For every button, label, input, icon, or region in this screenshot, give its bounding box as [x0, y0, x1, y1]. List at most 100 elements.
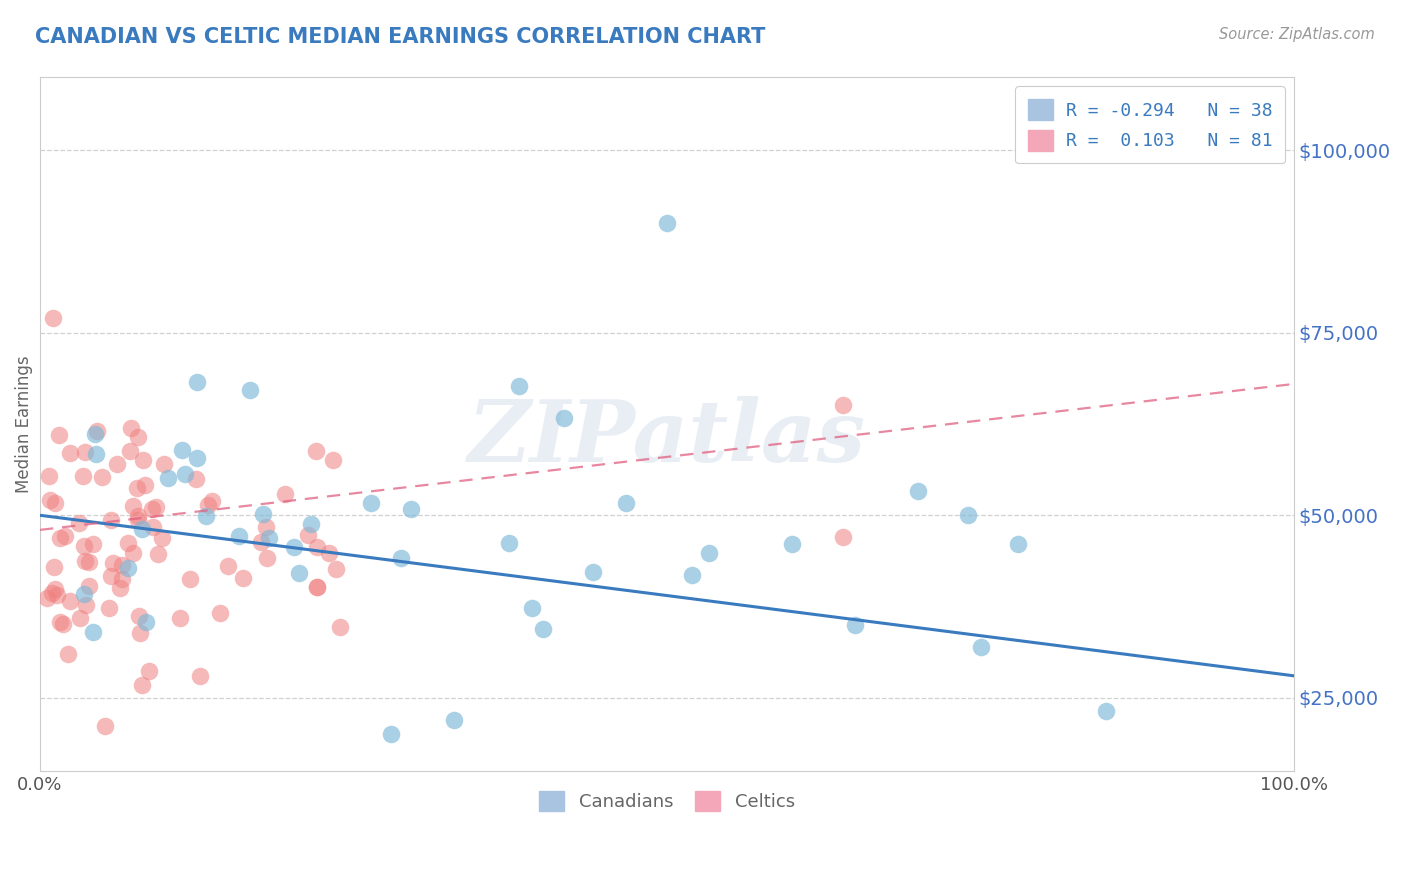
Point: [498, 536, 520, 550]
Point: [52, 616, 75, 631]
Point: [399, 502, 422, 516]
Point: [59, 594, 82, 608]
Point: [84, 447, 107, 461]
Point: [44, 582, 66, 596]
Point: [44, 495, 66, 509]
Point: [329, 620, 352, 634]
Point: [131, 678, 153, 692]
Point: [73, 539, 96, 553]
Point: [45, 588, 67, 602]
Point: [283, 540, 305, 554]
Point: [170, 442, 193, 457]
Point: [318, 546, 340, 560]
Point: [307, 541, 329, 555]
Point: [73, 445, 96, 459]
Point: [117, 561, 139, 575]
Point: [49, 532, 72, 546]
Point: [42, 559, 65, 574]
Point: [101, 556, 124, 570]
Point: [782, 537, 804, 551]
Point: [53, 528, 76, 542]
Point: [67, 516, 90, 531]
Point: [58, 446, 80, 460]
Point: [157, 471, 180, 485]
Point: [127, 508, 149, 523]
Point: [907, 484, 929, 499]
Point: [138, 664, 160, 678]
Point: [831, 398, 853, 412]
Point: [86, 424, 108, 438]
Point: [169, 611, 191, 625]
Point: [288, 566, 311, 580]
Point: [443, 713, 465, 727]
Point: [73, 554, 96, 568]
Point: [197, 498, 219, 512]
Point: [325, 562, 347, 576]
Point: [38, 468, 60, 483]
Point: [150, 531, 173, 545]
Point: [128, 609, 150, 624]
Point: [41, 586, 63, 600]
Point: [77, 579, 100, 593]
Point: [48, 427, 70, 442]
Point: [129, 626, 152, 640]
Point: [125, 482, 148, 496]
Point: [228, 529, 250, 543]
Point: [217, 558, 239, 573]
Point: [58, 648, 80, 662]
Point: [39, 493, 62, 508]
Point: [94, 719, 117, 733]
Point: [77, 555, 100, 569]
Point: [35, 591, 58, 605]
Point: [135, 615, 157, 629]
Point: [186, 375, 208, 389]
Point: [153, 458, 176, 472]
Point: [956, 508, 979, 523]
Point: [134, 478, 156, 492]
Point: [131, 522, 153, 536]
Point: [297, 528, 319, 542]
Point: [97, 600, 120, 615]
Point: [111, 572, 134, 586]
Point: [72, 468, 94, 483]
Point: [305, 444, 328, 458]
Point: [681, 568, 703, 582]
Point: [82, 624, 104, 639]
Point: [49, 615, 72, 630]
Point: [239, 383, 262, 397]
Point: [531, 622, 554, 636]
Text: CANADIAN VS CELTIC MEDIAN EARNINGS CORRELATION CHART: CANADIAN VS CELTIC MEDIAN EARNINGS CORRE…: [35, 27, 765, 46]
Point: [582, 565, 605, 579]
Point: [142, 520, 165, 534]
Legend: Canadians, Celtics: Canadians, Celtics: [526, 778, 807, 824]
Point: [844, 618, 866, 632]
Point: [360, 496, 382, 510]
Point: [250, 534, 273, 549]
Point: [146, 548, 169, 562]
Point: [257, 531, 280, 545]
Point: [122, 546, 145, 560]
Point: [120, 444, 142, 458]
Point: [110, 581, 132, 595]
Point: [273, 486, 295, 500]
Point: [190, 669, 212, 683]
Point: [254, 520, 277, 534]
Point: [194, 509, 217, 524]
Point: [380, 727, 402, 741]
Point: [179, 572, 201, 586]
Point: [91, 470, 114, 484]
Point: [252, 507, 274, 521]
Point: [100, 568, 122, 582]
Point: [107, 457, 129, 471]
Point: [553, 410, 575, 425]
Point: [831, 530, 853, 544]
Point: [186, 451, 208, 466]
Point: [522, 601, 544, 615]
Point: [1007, 537, 1029, 551]
Point: [655, 216, 678, 230]
Text: Source: ZipAtlas.com: Source: ZipAtlas.com: [1219, 27, 1375, 42]
Point: [969, 640, 991, 654]
Point: [122, 499, 145, 513]
Point: [41, 311, 63, 326]
Point: [256, 550, 278, 565]
